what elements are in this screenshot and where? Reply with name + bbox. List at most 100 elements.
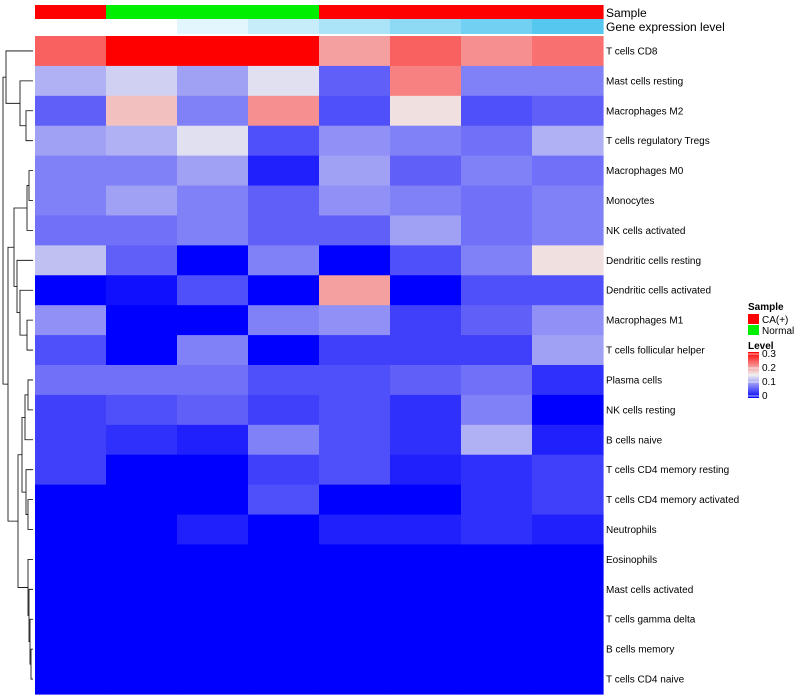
- heatmap-cell: [177, 155, 249, 187]
- heatmap-cell: [532, 394, 604, 426]
- heatmap-cell: [177, 36, 249, 67]
- heatmap-cell: [35, 125, 107, 157]
- heatmap-cell: [248, 634, 320, 665]
- heatmap-cell: [106, 125, 178, 157]
- heatmap-cell: [177, 454, 249, 486]
- expression-annotation-cell: [106, 19, 178, 34]
- heatmap-cell: [532, 484, 604, 516]
- sample-annotation-cell: [177, 5, 249, 19]
- heatmap-cell: [106, 65, 178, 97]
- heatmap-cell: [390, 65, 462, 97]
- heatmap-cell: [177, 394, 249, 426]
- heatmap-cell: [106, 36, 178, 67]
- row-label: Neutrophils: [606, 525, 657, 536]
- heatmap-cell: [390, 574, 462, 605]
- heatmap-cell: [319, 275, 391, 306]
- heatmap-cell: [532, 604, 604, 635]
- heatmap-cell: [177, 275, 249, 306]
- expression-annotation-label: Gene expression level: [606, 20, 725, 34]
- heatmap-cell: [177, 365, 249, 396]
- row-label: Eosinophils: [606, 555, 657, 566]
- heatmap-cell: [248, 484, 320, 516]
- heatmap-cell: [319, 484, 391, 516]
- heatmap-cell: [248, 65, 320, 97]
- heatmap-cell: [319, 245, 391, 276]
- heatmap-cell: [35, 424, 107, 456]
- expression-annotation-cell: [461, 19, 533, 34]
- heatmap-cell: [248, 275, 320, 306]
- heatmap-cell: [461, 454, 533, 486]
- heatmap-cell: [35, 664, 107, 695]
- heatmap-cell: [35, 335, 107, 366]
- legend-tick-0.2: 0.2: [762, 363, 776, 374]
- heatmap-cell: [319, 95, 391, 127]
- dendrogram-branch: [26, 185, 33, 231]
- heatmap-cell: [461, 275, 533, 306]
- heatmap-cell: [177, 574, 249, 605]
- heatmap-cell: [461, 664, 533, 695]
- dendrogram-branch: [19, 289, 33, 336]
- heatmap-cell: [106, 365, 178, 396]
- heatmap-cell: [532, 95, 604, 127]
- expression-annotation-cell: [319, 19, 391, 34]
- heatmap-cell: [106, 335, 178, 366]
- expression-annotation-bar: [35, 19, 604, 34]
- row-label: T cells CD4 memory activated: [606, 495, 739, 506]
- row-dendrogram: [2, 50, 33, 680]
- heatmap-cell: [35, 95, 107, 127]
- legend-swatch-ca: [748, 314, 759, 324]
- sample-annotation-cell: [532, 5, 604, 19]
- heatmap-cell: [461, 335, 533, 366]
- heatmap-cell: [35, 394, 107, 426]
- heatmap-cell: [106, 424, 178, 456]
- sample-annotation-cell: [390, 5, 462, 19]
- heatmap-cell: [532, 514, 604, 546]
- expression-annotation-cell: [248, 19, 320, 34]
- heatmap-cell: [177, 634, 249, 665]
- heatmap-cell: [390, 125, 462, 157]
- heatmap-cell: [461, 544, 533, 575]
- heatmap-cell: [390, 155, 462, 187]
- dendrogram-branch: [24, 394, 33, 441]
- heatmap-cell: [106, 394, 178, 426]
- heatmap-cell: [390, 634, 462, 665]
- heatmap-cell: [461, 65, 533, 97]
- expression-annotation-cell: [177, 19, 249, 34]
- heatmap-cell: [532, 574, 604, 605]
- heatmap-cell: [532, 634, 604, 665]
- heatmap-cell: [106, 95, 178, 127]
- expression-annotation-cell: [390, 19, 462, 34]
- heatmap-cell: [177, 305, 249, 336]
- heatmap-cell: [390, 185, 462, 217]
- heatmap-cell: [177, 664, 249, 695]
- row-label: Mast cells resting: [606, 76, 683, 87]
- heatmap-cell: [390, 305, 462, 336]
- heatmap-cell: [390, 215, 462, 246]
- sample-annotation-cell: [319, 5, 391, 19]
- heatmap-cell: [319, 215, 391, 246]
- heatmap-cell: [461, 215, 533, 246]
- heatmap-cell: [35, 604, 107, 635]
- heatmap-cell: [248, 95, 320, 127]
- heatmap-cell: [248, 185, 320, 217]
- row-label: Mast cells activated: [606, 585, 693, 596]
- heatmap-cell: [248, 574, 320, 605]
- heatmap-cell: [248, 155, 320, 187]
- heatmap-cell: [35, 305, 107, 336]
- row-label: Dendritic cells activated: [606, 286, 711, 297]
- heatmap-cell: [35, 634, 107, 665]
- heatmap-cell: [390, 544, 462, 575]
- heatmap-cell: [461, 185, 533, 217]
- legend-entry-normal: Normal: [762, 326, 794, 337]
- dendrogram-branch: [28, 170, 33, 201]
- heatmap-cell: [248, 394, 320, 426]
- heatmap-cell: [532, 544, 604, 575]
- heatmap-cell: [106, 484, 178, 516]
- heatmap-cell: [319, 36, 391, 67]
- dendrogram-branch: [13, 207, 27, 287]
- heatmap-cell: [248, 335, 320, 366]
- heatmap-cell: [35, 544, 107, 575]
- heatmap-cell: [106, 604, 178, 635]
- heatmap-cell: [532, 36, 604, 67]
- heatmap-cell: [106, 454, 178, 486]
